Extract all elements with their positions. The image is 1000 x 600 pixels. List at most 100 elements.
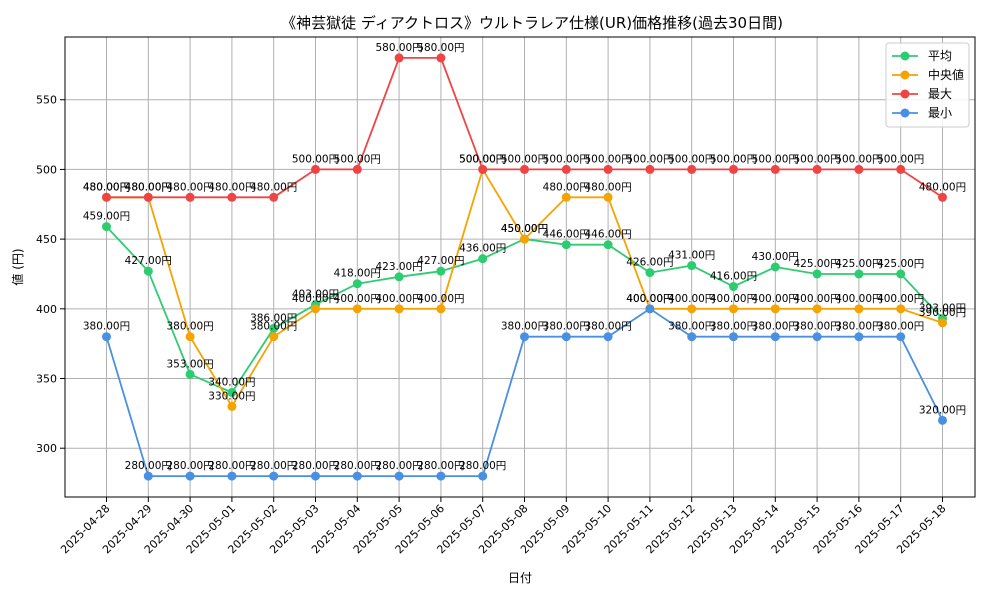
data-point [938, 318, 947, 328]
data-label: 425.00円 [835, 258, 882, 270]
data-point [394, 471, 404, 481]
data-label: 380.00円 [668, 321, 715, 333]
data-label: 280.00円 [250, 460, 297, 472]
data-label: 386.00円 [250, 312, 297, 324]
data-label: 480.00円 [83, 181, 130, 193]
data-point [394, 304, 404, 314]
data-label: 393.00円 [919, 303, 966, 315]
legend-label: 最小 [928, 106, 952, 120]
series-中央値 [102, 164, 947, 411]
data-point [352, 304, 362, 314]
data-point [185, 192, 195, 202]
data-label: 380.00円 [501, 321, 548, 333]
data-label: 427.00円 [417, 255, 464, 267]
data-point [185, 471, 195, 481]
y-tick-label: 350 [36, 373, 57, 386]
data-label: 380.00円 [752, 321, 799, 333]
data-label: 500.00円 [501, 153, 548, 165]
data-label: 380.00円 [877, 321, 924, 333]
y-axis-label: 値 (円) [10, 248, 25, 285]
data-label: 500.00円 [752, 153, 799, 165]
data-label: 480.00円 [250, 181, 297, 193]
x-axis-label: 日付 [508, 571, 532, 585]
data-point [436, 471, 446, 481]
legend-box [885, 42, 970, 128]
data-label: 450.00円 [501, 223, 548, 235]
data-point [603, 240, 613, 250]
data-point [394, 272, 404, 282]
data-label: 416.00円 [710, 271, 757, 283]
data-label: 430.00円 [752, 251, 799, 263]
data-label: 480.00円 [125, 181, 172, 193]
data-point [896, 332, 906, 342]
data-label: 380.00円 [250, 321, 297, 333]
legend-label: 最大 [928, 87, 952, 101]
data-label: 400.00円 [334, 293, 381, 305]
data-label: 500.00円 [459, 153, 506, 165]
data-point [227, 192, 237, 202]
data-label: 280.00円 [375, 460, 422, 472]
data-point [896, 304, 906, 314]
data-point [269, 471, 279, 481]
legend-label: 中央値 [928, 67, 964, 82]
data-label: 380.00円 [166, 321, 213, 333]
chart-title: 《神芸獄徒 ディアクトロス》ウルトラレア仕様(UR)価格推移(過去30日間) [281, 14, 783, 32]
data-label: 380.00円 [83, 321, 130, 333]
data-label: 390.00円 [919, 307, 966, 319]
data-label: 400.00円 [668, 293, 715, 305]
data-point [687, 332, 697, 342]
data-label: 500.00円 [459, 153, 506, 165]
data-point [645, 164, 655, 174]
data-label: 280.00円 [334, 460, 381, 472]
data-point [143, 266, 153, 276]
y-axis-ticks: 300 350 400 450 500 550 [36, 94, 65, 455]
data-label: 423.00円 [375, 261, 422, 273]
legend-marker [900, 89, 910, 99]
data-point [520, 332, 529, 342]
y-tick-label: 450 [36, 233, 57, 246]
data-label: 426.00円 [626, 257, 673, 269]
data-point [520, 164, 529, 174]
data-label: 380.00円 [543, 321, 590, 333]
data-point [854, 332, 864, 342]
data-point [854, 304, 864, 314]
series-最小 [102, 304, 947, 481]
data-label: 400.00円 [793, 293, 840, 305]
data-label: 380.00円 [710, 321, 757, 333]
data-label: 280.00円 [166, 460, 213, 472]
data-label: 280.00円 [208, 460, 255, 472]
data-label: 380.00円 [584, 321, 631, 333]
data-point [227, 401, 237, 411]
data-point [854, 164, 864, 174]
data-point [812, 332, 822, 342]
data-label: 400.00円 [375, 293, 422, 305]
data-point [227, 471, 237, 481]
data-label: 400.00円 [626, 293, 673, 305]
data-label: 580.00円 [417, 42, 464, 54]
series-lines [102, 53, 947, 481]
data-label: 280.00円 [292, 460, 339, 472]
data-label: 500.00円 [793, 153, 840, 165]
data-point [729, 164, 738, 174]
data-label: 436.00円 [459, 243, 506, 255]
data-label: 480.00円 [584, 181, 631, 193]
data-point [520, 234, 529, 244]
data-point [645, 268, 655, 278]
data-label: 480.00円 [919, 181, 966, 193]
data-label: 480.00円 [543, 181, 590, 193]
data-label: 480.00円 [208, 181, 255, 193]
data-label: 400.00円 [835, 293, 882, 305]
data-label: 400.00円 [292, 293, 339, 305]
data-label: 353.00円 [166, 358, 213, 370]
data-label: 400.00円 [752, 293, 799, 305]
data-label: 446.00円 [584, 229, 631, 241]
legend-label: 平均 [928, 49, 952, 63]
data-point [812, 164, 822, 174]
data-point [729, 282, 738, 292]
data-point [770, 332, 780, 342]
data-point [687, 164, 697, 174]
y-tick-label: 550 [36, 94, 57, 107]
data-point [311, 164, 320, 174]
data-label: 480.00円 [83, 181, 130, 193]
data-label: 431.00円 [668, 250, 715, 262]
